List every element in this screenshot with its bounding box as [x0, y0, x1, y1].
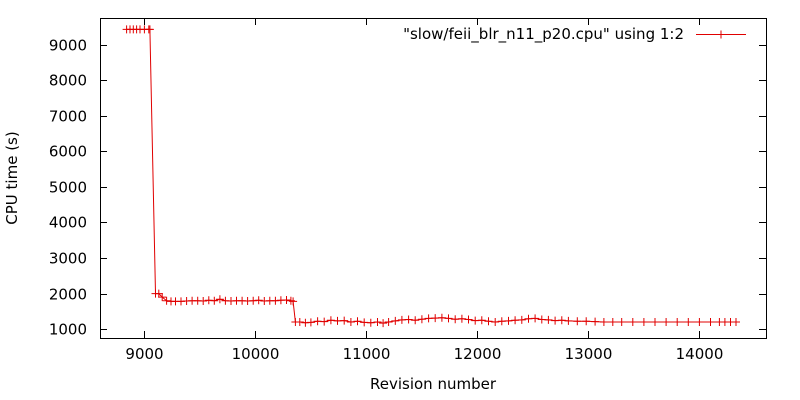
data-point	[437, 313, 446, 322]
data-point	[608, 318, 617, 326]
data-point	[451, 315, 460, 324]
legend-marker-plus	[717, 30, 725, 39]
data-point	[397, 315, 406, 324]
data-point	[673, 318, 682, 326]
x-tick-label: 14000	[676, 345, 724, 363]
data-point	[411, 316, 420, 325]
data-point	[464, 315, 473, 324]
plot-frame	[100, 18, 767, 339]
data-point	[210, 296, 219, 305]
data-point	[340, 316, 349, 325]
data-point	[491, 318, 500, 326]
data-point	[573, 317, 582, 326]
y-axis-title: CPU time (s)	[3, 131, 21, 224]
data-point	[706, 318, 715, 326]
y-tick-label: 5000	[49, 179, 87, 197]
data-point	[591, 317, 600, 326]
series-line	[126, 28, 736, 324]
data-point	[404, 315, 413, 324]
data-point	[289, 297, 298, 306]
data-point	[353, 317, 362, 326]
data-point	[373, 318, 382, 326]
data-point	[320, 317, 329, 326]
data-point	[651, 318, 659, 326]
data-point	[444, 314, 453, 323]
y-tick-label: 7000	[49, 108, 87, 126]
x-tick-label: 12000	[454, 345, 502, 363]
data-point	[628, 318, 637, 326]
data-point	[431, 314, 440, 323]
legend: "slow/feii_blr_n11_p20.cpu" using 1:2	[403, 25, 746, 44]
x-tick-label: 10000	[232, 345, 280, 363]
data-point	[544, 315, 553, 324]
x-tick-label: 9000	[125, 345, 163, 363]
x-tick-label: 11000	[343, 345, 391, 363]
data-point	[662, 318, 671, 326]
data-point	[306, 318, 315, 327]
data-point	[384, 318, 393, 326]
data-point	[333, 316, 342, 325]
series-layer	[122, 25, 740, 328]
y-tick-label: 1000	[49, 321, 87, 339]
y-tick-label: 8000	[49, 72, 87, 90]
data-point	[457, 314, 466, 323]
y-axis: 1000 2000 3000 4000 5000 6000 7000 8000 9000	[49, 37, 766, 339]
legend-marker	[717, 30, 725, 39]
y-tick-label: 3000	[49, 250, 87, 268]
data-point	[215, 295, 224, 304]
data-point	[282, 296, 291, 304]
legend-label: "slow/feii_blr_n11_p20.cpu" using 1:2	[403, 25, 684, 44]
data-point	[639, 318, 648, 326]
data-point	[684, 318, 693, 326]
data-point	[295, 318, 304, 326]
y-tick-label: 2000	[49, 286, 87, 304]
data-point	[199, 297, 208, 305]
data-point	[145, 25, 154, 34]
x-tick-label: 13000	[565, 345, 613, 363]
x-axis-title: Revision number	[370, 375, 497, 393]
data-point	[391, 316, 400, 325]
data-point	[417, 315, 426, 324]
x-axis: 9000 10000 11000 12000 13000 14000	[125, 18, 723, 363]
y-tick-label: 6000	[49, 143, 87, 161]
data-point	[582, 317, 591, 326]
data-point	[732, 318, 740, 326]
data-point	[531, 314, 540, 323]
data-point	[599, 318, 608, 326]
data-point	[564, 316, 573, 325]
data-point	[551, 316, 560, 325]
y-tick-label: 9000	[49, 37, 87, 55]
data-point	[617, 318, 626, 326]
y-tick-label: 4000	[49, 214, 87, 232]
data-point	[695, 318, 704, 326]
data-point	[326, 316, 335, 325]
data-point	[497, 317, 506, 326]
data-point	[511, 316, 520, 325]
data-point	[158, 293, 167, 302]
data-point	[366, 318, 375, 327]
data-point	[517, 315, 526, 324]
data-point	[346, 318, 355, 326]
data-point	[504, 316, 513, 325]
data-point	[484, 317, 493, 326]
data-point	[477, 316, 486, 325]
data-point	[154, 289, 163, 298]
data-point	[162, 296, 171, 305]
data-point	[379, 319, 388, 328]
data-point	[254, 296, 263, 305]
data-point	[557, 316, 566, 325]
